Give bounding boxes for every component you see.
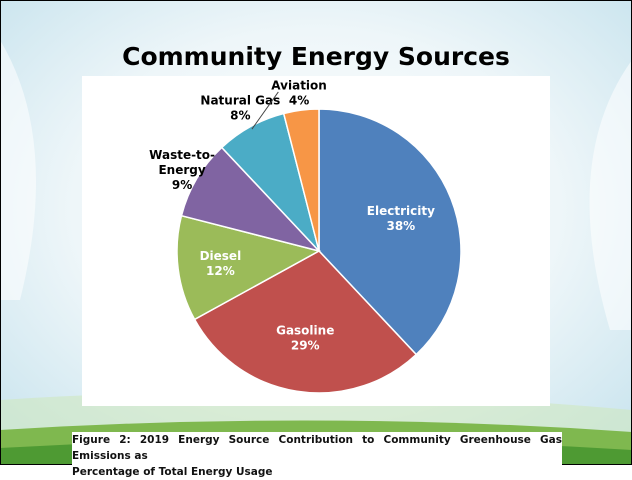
pie-slice-aviation: [282, 108, 320, 252]
slice-name: Electricity: [367, 204, 435, 218]
chart-area: Electricity 38% Gasoline 29% Diesel 12% Waste-…: [82, 76, 550, 406]
figure-caption: Figure 2: 2019 Energy Source Contributio…: [72, 432, 562, 480]
slice-name: Gasoline: [276, 323, 334, 337]
slice-label-electricity: Electricity 38%: [367, 204, 435, 233]
slice-value: 12%: [206, 264, 235, 278]
slice-name: Energy: [158, 163, 205, 177]
slice-label-diesel: Diesel 12%: [200, 249, 242, 278]
caption-line-2: Percentage of Total Energy Usage: [72, 466, 273, 478]
slice-label-gasoline: Gasoline 29%: [276, 323, 334, 352]
slice-value: 4%: [289, 94, 309, 108]
pie-slice-electricity: [318, 108, 462, 356]
pie-slice-diesel: [176, 214, 322, 321]
slice-label-waste-to-energy: Waste-to-Energy 9%: [149, 148, 215, 192]
slice-name: Diesel: [200, 249, 242, 263]
slide-title: Community Energy Sources: [122, 42, 510, 71]
slice-value: 38%: [386, 219, 415, 233]
slice-value: 29%: [291, 338, 320, 352]
caption-line-1: Figure 2: 2019 Energy Source Contributio…: [72, 434, 562, 462]
slice-label-aviation: Aviation 4%: [271, 79, 327, 108]
slice-value: 9%: [172, 178, 192, 192]
slice-name: Natural Gas: [200, 93, 280, 107]
slice-name: Aviation: [271, 79, 327, 93]
slice-value: 8%: [230, 108, 250, 122]
leader-line-natural-gas: [251, 91, 279, 130]
pie-slice-waste-to-energy: [180, 146, 322, 253]
slice-name: Waste-to-: [149, 148, 215, 162]
slice-label-natural-gas: Natural Gas 8%: [200, 93, 280, 122]
pie-chart: Electricity 38% Gasoline 29% Diesel 12% Waste-…: [149, 79, 462, 394]
pie-slice-gasoline: [193, 250, 418, 394]
